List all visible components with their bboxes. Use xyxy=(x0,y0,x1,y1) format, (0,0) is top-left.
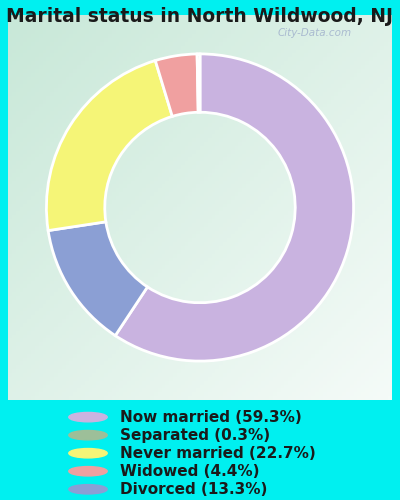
Circle shape xyxy=(69,412,107,422)
Wedge shape xyxy=(197,54,200,112)
Text: Widowed (4.4%): Widowed (4.4%) xyxy=(120,464,260,478)
Circle shape xyxy=(69,484,107,494)
Text: Marital status in North Wildwood, NJ: Marital status in North Wildwood, NJ xyxy=(6,8,394,26)
Wedge shape xyxy=(46,60,172,230)
Text: Separated (0.3%): Separated (0.3%) xyxy=(120,428,270,442)
Circle shape xyxy=(69,448,107,458)
Circle shape xyxy=(69,430,107,440)
Text: City-Data.com: City-Data.com xyxy=(278,28,352,38)
Text: Now married (59.3%): Now married (59.3%) xyxy=(120,410,302,424)
Text: Divorced (13.3%): Divorced (13.3%) xyxy=(120,482,267,497)
Text: Never married (22.7%): Never married (22.7%) xyxy=(120,446,316,460)
Wedge shape xyxy=(155,54,198,116)
Circle shape xyxy=(69,466,107,476)
Wedge shape xyxy=(48,222,148,336)
Wedge shape xyxy=(115,54,354,361)
